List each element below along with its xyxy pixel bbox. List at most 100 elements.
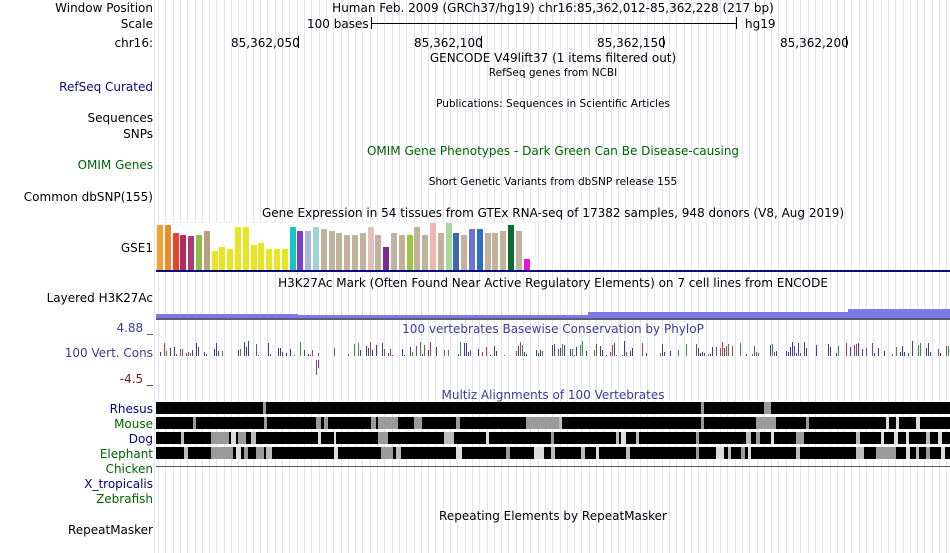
- sequences-label[interactable]: Sequences: [87, 111, 153, 125]
- gtex-tissue-bar[interactable]: [508, 225, 514, 271]
- gridline: [282, 0, 283, 553]
- omim-track-title[interactable]: OMIM Gene Phenotypes - Dark Green Can Be…: [366, 144, 740, 158]
- conservation-spike: [836, 353, 837, 356]
- scale-label[interactable]: Scale: [120, 17, 153, 31]
- conservation-spike: [368, 348, 369, 356]
- gtex-tissue-bar[interactable]: [492, 233, 499, 271]
- conservation-spike: [570, 349, 571, 356]
- gtex-tissue-bar[interactable]: [453, 233, 460, 271]
- conservation-spike: [412, 352, 413, 356]
- gridline: [654, 0, 655, 553]
- gtex-tissue-bar[interactable]: [398, 235, 405, 271]
- species-label-xtropicalis[interactable]: X_tropicalis: [84, 477, 153, 491]
- gtex-tissue-bar[interactable]: [281, 249, 288, 271]
- gridline: [757, 0, 758, 553]
- conservation-spike: [542, 351, 543, 356]
- gtex-tissue-bar[interactable]: [235, 227, 241, 271]
- gtex-tissue-bar[interactable]: [320, 229, 327, 271]
- gtex-tissue-bar[interactable]: [476, 229, 483, 271]
- gtex-tissue-bar[interactable]: [180, 235, 187, 271]
- gridline: [830, 0, 831, 553]
- repeatmasker-label[interactable]: RepeatMasker: [67, 523, 153, 537]
- gridline: [713, 0, 714, 553]
- gtex-tissue-bar[interactable]: [313, 227, 319, 271]
- conservation-spike: [496, 351, 497, 356]
- gtex-tissue-bar[interactable]: [305, 231, 312, 271]
- snps-label[interactable]: SNPs: [123, 127, 153, 141]
- publications-track-title[interactable]: Publications: Sequences in Scientific Ar…: [436, 98, 670, 110]
- omim-genes-label[interactable]: OMIM Genes: [77, 158, 153, 172]
- gtex-tissue-bar[interactable]: [227, 249, 234, 271]
- gtex-tissue-bar[interactable]: [484, 233, 491, 271]
- conservation-spike: [804, 342, 805, 356]
- refseq-curated-label[interactable]: RefSeq Curated: [59, 80, 153, 94]
- gtex-tissue-bar[interactable]: [328, 231, 335, 271]
- conservation-spike: [166, 351, 167, 356]
- gtex-tissue-bar[interactable]: [203, 231, 210, 271]
- dbsnp-label[interactable]: Common dbSNP(155): [23, 190, 153, 204]
- gtex-track-title[interactable]: Gene Expression in 54 tissues from GTEx …: [261, 206, 845, 220]
- h3k27ac-label[interactable]: Layered H3K27Ac: [46, 291, 153, 305]
- gtex-tissue-bar[interactable]: [500, 231, 507, 271]
- gtex-tissue-bar[interactable]: [157, 225, 163, 271]
- gtex-tissue-bar[interactable]: [359, 233, 366, 271]
- h3k27ac-track-title[interactable]: H3K27Ac Mark (Often Found Near Active Re…: [278, 276, 828, 290]
- chrom-label[interactable]: chr16:: [114, 36, 153, 50]
- gtex-tissue-bar[interactable]: [258, 243, 265, 271]
- conservation-spike: [160, 352, 161, 356]
- gtex-tissue-bar[interactable]: [188, 236, 195, 271]
- gtex-tissue-bar[interactable]: [344, 235, 351, 271]
- repeatmasker-track-title[interactable]: Repeating Elements by RepeatMasker: [439, 509, 667, 523]
- dbsnp-track-title[interactable]: Short Genetic Variants from dbSNP releas…: [428, 176, 678, 188]
- gtex-tissue-bar[interactable]: [219, 247, 226, 271]
- gtex-tissue-bar[interactable]: [242, 227, 249, 271]
- cons-label[interactable]: 100 Vert. Cons: [64, 346, 153, 360]
- gtex-bar-panel[interactable]: [156, 222, 536, 272]
- gtex-tissue-bar[interactable]: [274, 249, 280, 271]
- gtex-tissue-bar[interactable]: [196, 235, 202, 271]
- gtex-tissue-bar[interactable]: [383, 247, 390, 271]
- gtex-tissue-bar[interactable]: [352, 235, 358, 271]
- species-label-mouse[interactable]: Mouse: [114, 417, 153, 431]
- species-label-zebrafish[interactable]: Zebrafish: [96, 492, 153, 506]
- gtex-tissue-bar[interactable]: [445, 223, 452, 271]
- gridline: [399, 0, 400, 553]
- species-label-dog[interactable]: Dog: [128, 432, 153, 446]
- gtex-tissue-bar[interactable]: [297, 231, 304, 271]
- gtex-tissue-bar[interactable]: [406, 235, 413, 271]
- cons-track-title[interactable]: 100 vertebrates Basewise Conservation by…: [402, 322, 704, 336]
- alignment-gap: [926, 447, 930, 459]
- conservation-spike: [726, 346, 727, 356]
- window-position-label[interactable]: Window Position: [55, 1, 153, 15]
- gencode-track-title[interactable]: GENCODE V49lift37 (1 items filtered out): [429, 51, 677, 65]
- species-label-chicken[interactable]: Chicken: [105, 462, 153, 476]
- gtex-tissue-bar[interactable]: [515, 231, 522, 271]
- gtex-tissue-bar[interactable]: [375, 235, 382, 271]
- gtex-tissue-bar[interactable]: [461, 235, 468, 271]
- conservation-spike: [318, 360, 319, 368]
- gtex-tissue-bar[interactable]: [391, 233, 397, 271]
- gtex-tissue-bar[interactable]: [211, 251, 218, 271]
- gtex-tissue-bar[interactable]: [523, 259, 530, 271]
- conservation-spike: [662, 344, 663, 356]
- gtex-tissue-bar[interactable]: [336, 233, 343, 271]
- conservation-spike: [946, 346, 947, 356]
- gtex-tissue-bar[interactable]: [437, 233, 444, 271]
- multiz-track-title[interactable]: Multiz Alignments of 100 Vertebrates: [441, 388, 665, 402]
- gtex-tissue-bar[interactable]: [430, 223, 436, 271]
- refseq-track-title[interactable]: RefSeq genes from NCBI: [488, 67, 618, 79]
- conservation-spike: [422, 354, 423, 356]
- gtex-tissue-bar[interactable]: [414, 227, 421, 271]
- gtex-tissue-bar[interactable]: [469, 229, 475, 271]
- species-label-rhesus[interactable]: Rhesus: [109, 402, 153, 416]
- gtex-gene-label[interactable]: GSE1: [120, 241, 153, 255]
- gtex-tissue-bar[interactable]: [164, 225, 171, 271]
- gtex-tissue-bar[interactable]: [250, 245, 257, 271]
- species-label-elephant[interactable]: Elephant: [99, 447, 153, 461]
- gtex-tissue-bar[interactable]: [172, 233, 179, 271]
- gtex-tissue-bar[interactable]: [367, 227, 374, 271]
- gtex-tissue-bar[interactable]: [289, 227, 296, 271]
- gtex-tissue-bar[interactable]: [422, 235, 429, 271]
- gtex-tissue-bar[interactable]: [266, 249, 273, 271]
